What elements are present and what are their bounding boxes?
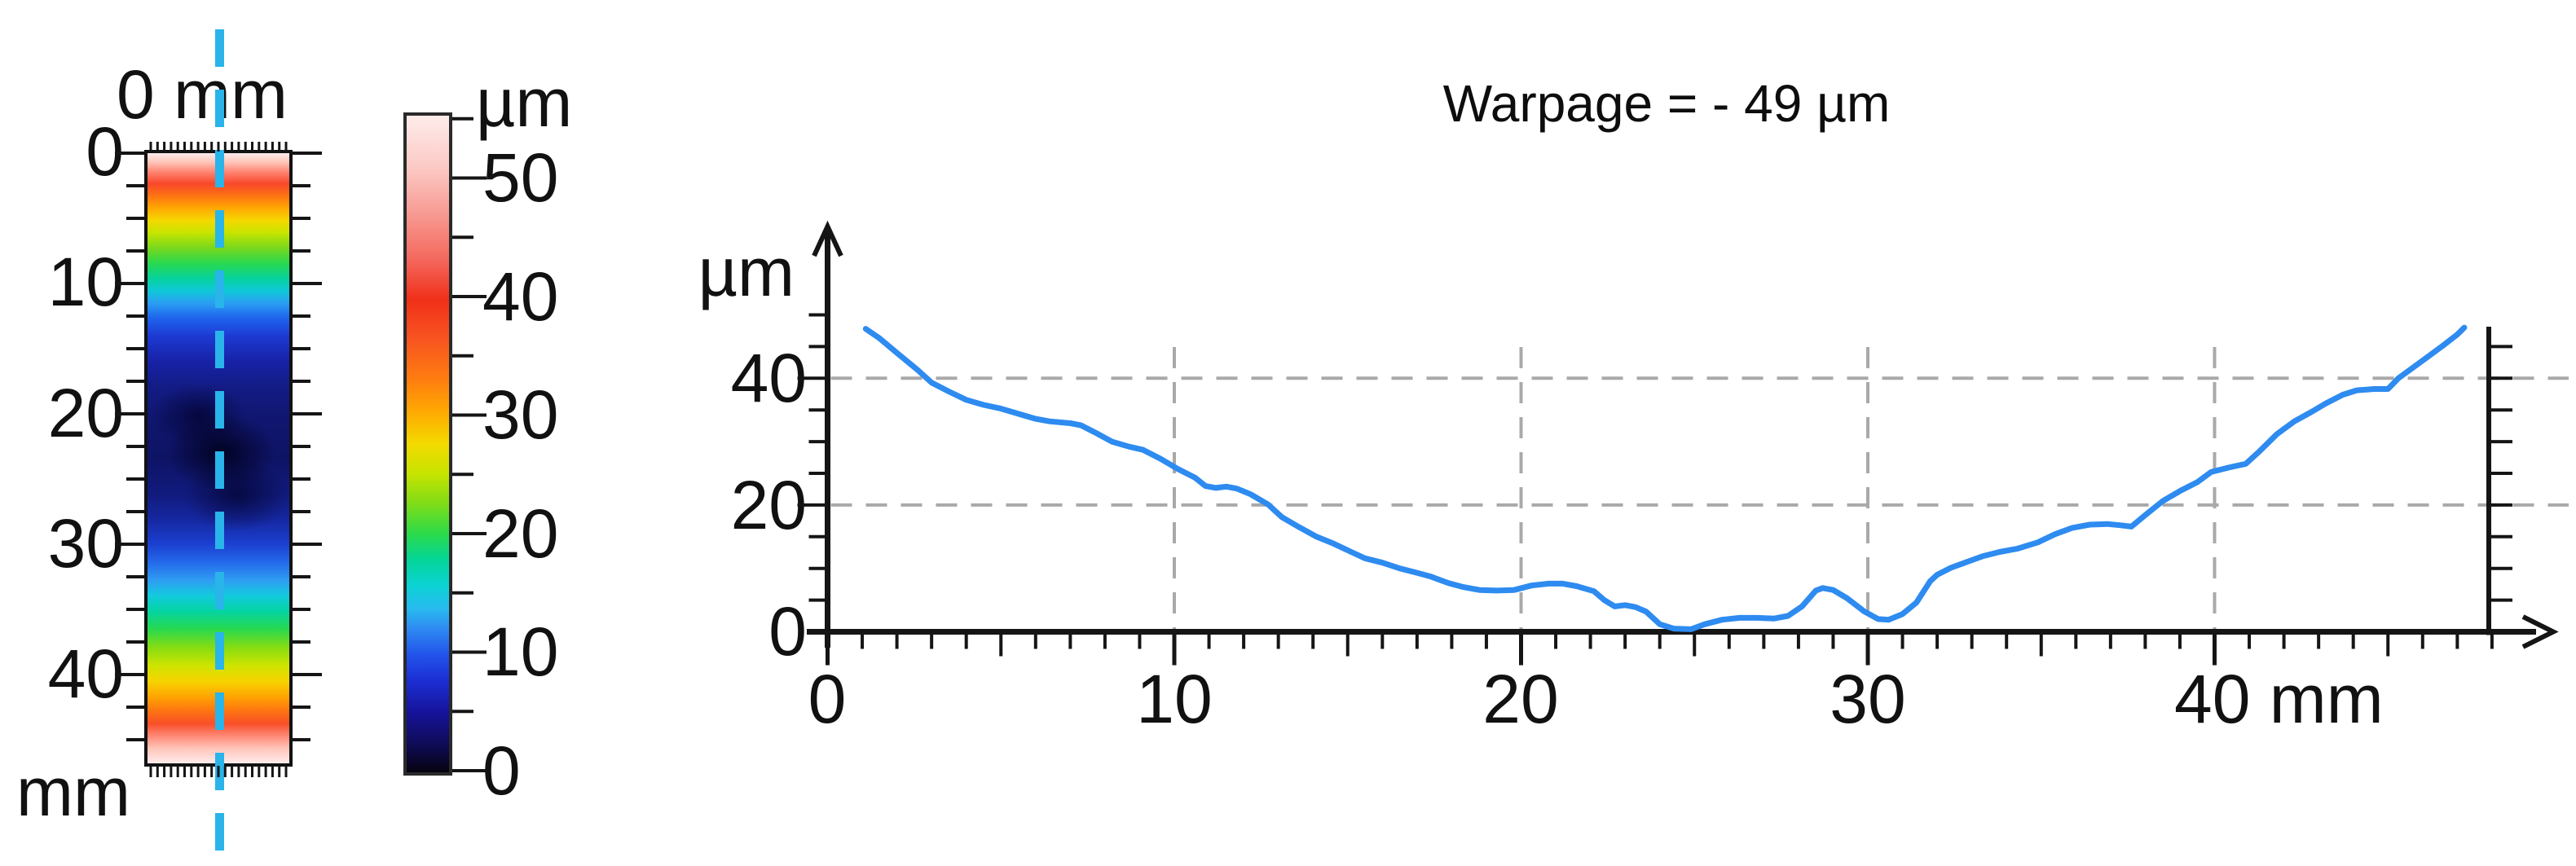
map-top-axis-label: 0 mm bbox=[117, 56, 288, 133]
warpage-annotation: Warpage = - 49 µm bbox=[1442, 74, 1891, 133]
map-y-tick-label-30: 30 bbox=[47, 505, 124, 582]
map-y-tick-label-0: 0 bbox=[86, 113, 124, 190]
map-bottom-axis-unit-label: mm bbox=[16, 754, 130, 830]
profile-x-tick-label-0: 0 bbox=[808, 661, 847, 737]
colorbar-tick-label-40: 40 bbox=[482, 258, 559, 335]
profile-x-tick-label-20: 20 bbox=[1482, 661, 1559, 737]
profile-x-tick-label-30: 30 bbox=[1830, 661, 1906, 737]
profile-y-tick-label-40: 40 bbox=[730, 340, 807, 416]
colorbar bbox=[403, 112, 452, 776]
profile-y-tick-label-20: 20 bbox=[730, 467, 807, 543]
profile-x-tick-label-40mm: 40 mm bbox=[2174, 661, 2384, 737]
colorbar-tick-label-20: 20 bbox=[482, 495, 559, 572]
map-y-tick-label-20: 20 bbox=[47, 375, 124, 451]
profile-y-axis-unit-label: µm bbox=[698, 234, 795, 310]
colorbar-tick-label-50: 50 bbox=[482, 139, 559, 216]
colorbar-tick-label-10: 10 bbox=[482, 613, 559, 690]
colorbar-unit-label: µm bbox=[476, 64, 573, 141]
profile-x-tick-label-10: 10 bbox=[1136, 661, 1213, 737]
colorbar-tick-label-30: 30 bbox=[482, 376, 559, 453]
map-y-tick-label-10: 10 bbox=[47, 244, 124, 320]
map-y-tick-label-40: 40 bbox=[47, 635, 124, 712]
profile-section-marker-line bbox=[215, 29, 224, 851]
profile-y-tick-label-0: 0 bbox=[768, 593, 807, 670]
colorbar-tick-label-0: 0 bbox=[482, 732, 521, 809]
